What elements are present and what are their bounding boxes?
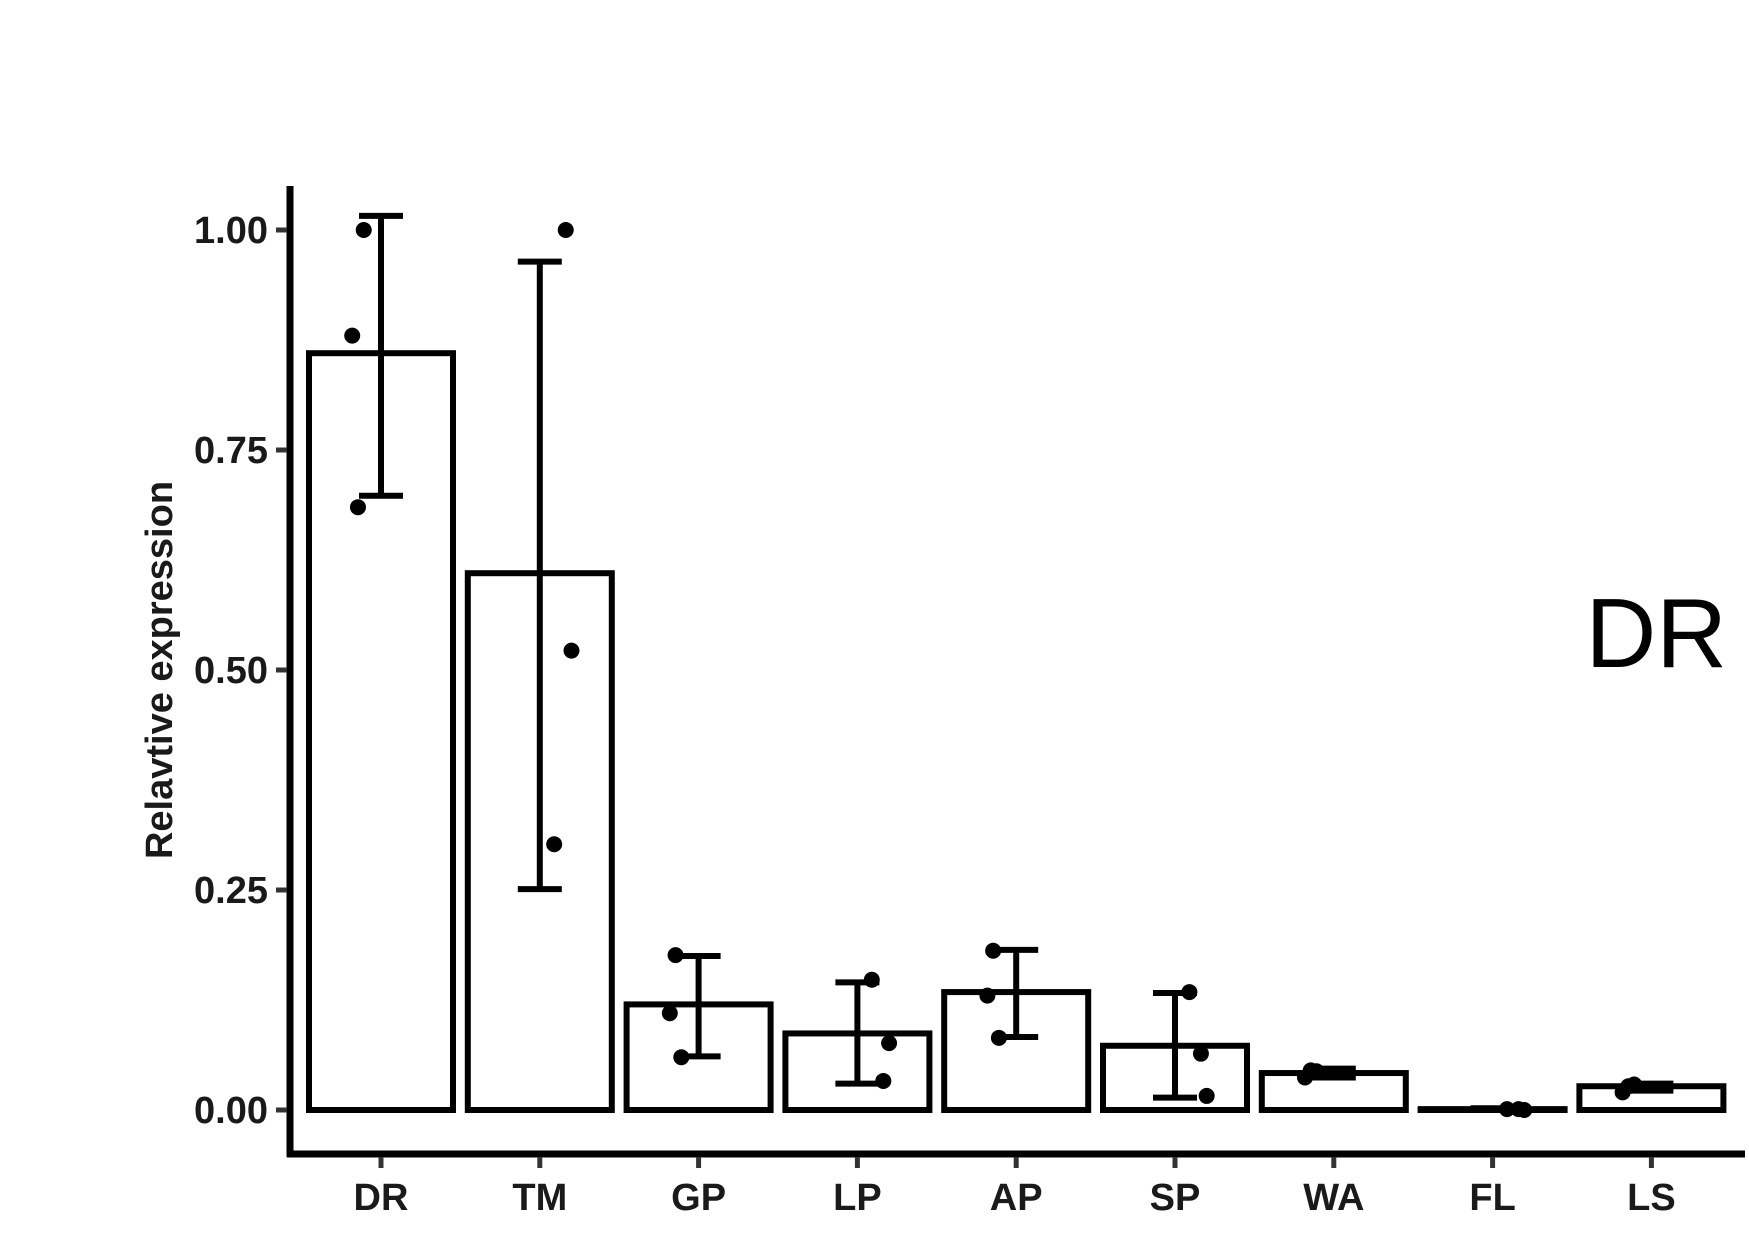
x-tick-label: WA (1303, 1177, 1364, 1219)
data-point-fl (1499, 1101, 1515, 1118)
data-point-sp (1181, 984, 1198, 1001)
data-point-fl (1516, 1102, 1533, 1118)
data-point-dr (355, 222, 372, 238)
data-point-dr (349, 499, 366, 516)
y-ticks-layer: 0.00 0.25 0.50 0.75 1.00 (194, 210, 287, 1132)
data-point-sp (1192, 1045, 1209, 1062)
x-tick-label: LP (833, 1177, 882, 1219)
points-layer (344, 222, 1643, 1118)
y-axis-label: Relavtive expression (139, 481, 181, 859)
data-point-tm (563, 642, 580, 659)
data-point-gp (667, 947, 684, 964)
panel-label: DR (1585, 578, 1727, 688)
data-point-ls (1614, 1084, 1631, 1101)
y-tick-label: 0.00 (194, 1090, 268, 1132)
y-tick-label: 0.50 (194, 650, 268, 692)
data-point-lp (863, 971, 880, 988)
data-point-dr (344, 327, 361, 344)
x-tick-label: GP (671, 1177, 726, 1219)
y-tick-label: 0.25 (194, 870, 268, 912)
data-point-lp (875, 1072, 892, 1089)
data-point-wa (1302, 1062, 1319, 1079)
x-tick-label: AP (990, 1177, 1043, 1219)
x-ticks-layer: DR TM GP LP AP SP WA FL LS (354, 1157, 1676, 1219)
data-point-lp (881, 1035, 898, 1052)
x-tick-label: DR (354, 1177, 409, 1219)
data-point-gp (673, 1049, 690, 1066)
data-point-tm (557, 222, 574, 238)
x-tick-label: SP (1150, 1177, 1201, 1219)
y-tick-label: 0.75 (194, 430, 268, 472)
data-point-tm (546, 836, 563, 853)
data-point-gp (661, 1005, 678, 1022)
data-point-ap (979, 987, 996, 1004)
x-tick-label: TM (512, 1177, 567, 1219)
x-tick-label: FL (1469, 1177, 1515, 1219)
data-point-ap (990, 1029, 1007, 1046)
axes-layer (286, 186, 1745, 1158)
data-point-ap (985, 942, 1002, 959)
data-point-sp (1198, 1087, 1215, 1104)
y-tick-label: 1.00 (194, 210, 268, 252)
x-tick-label: LS (1627, 1177, 1676, 1219)
